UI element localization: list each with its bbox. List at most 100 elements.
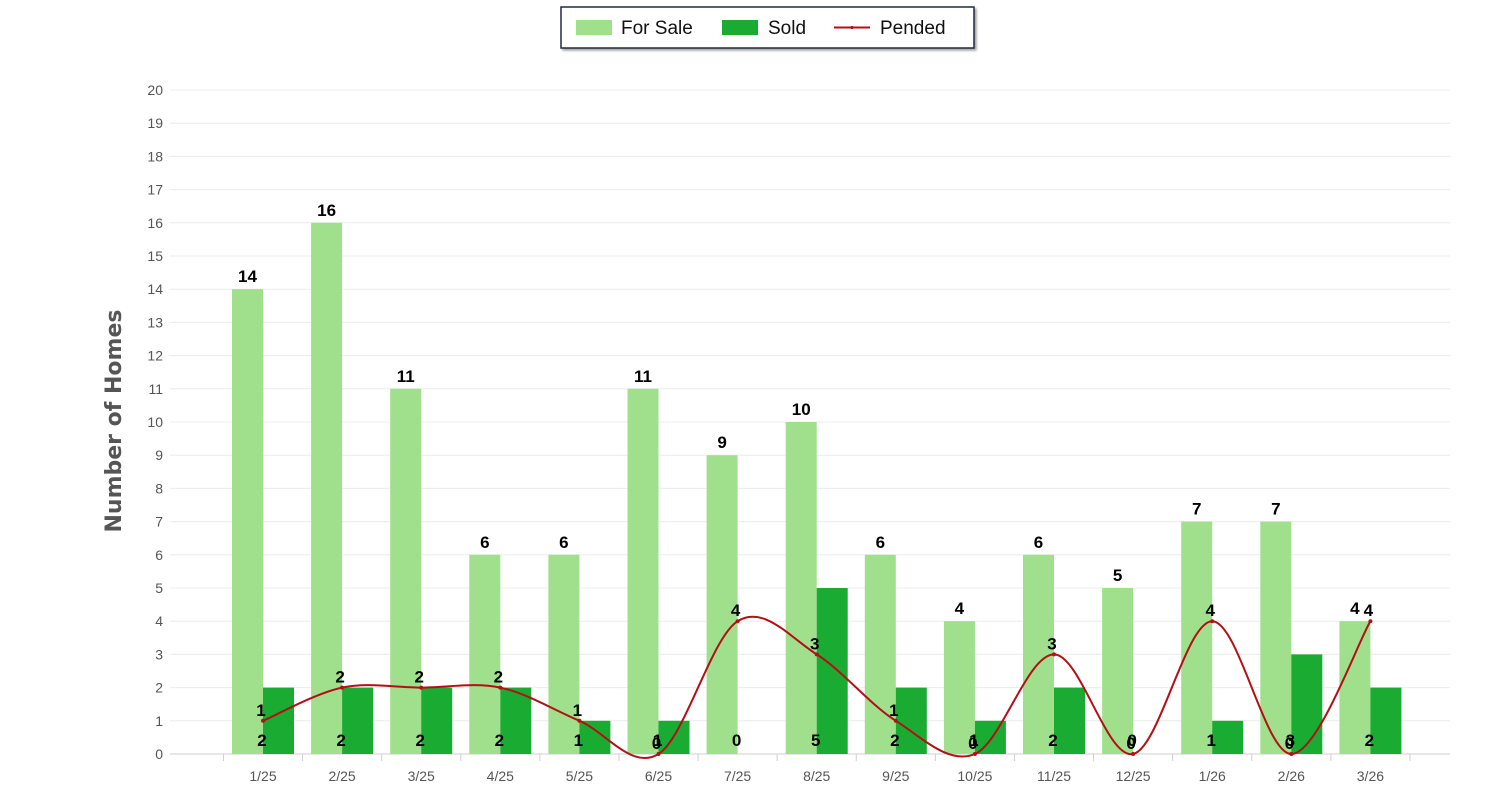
- x-tick-label-2-26: 2/26: [1278, 768, 1305, 784]
- label-pended-5-25: 1: [573, 701, 582, 720]
- legend: For Sale Sold Pended: [560, 6, 975, 49]
- bar-for-sale-11-25: [1023, 554, 1054, 754]
- label-for-sale-3-26: 4: [1350, 599, 1360, 618]
- bar-sold-11-25: [1054, 687, 1085, 754]
- point-pended-5-25: [577, 718, 582, 723]
- x-tick-label-11-25: 11/25: [1037, 768, 1071, 784]
- bar-for-sale-3-25: [390, 388, 422, 754]
- bar-sold-8-25: [816, 588, 848, 754]
- label-for-sale-5-25: 6: [559, 533, 568, 552]
- point-pended-6-25: [656, 752, 661, 756]
- pended-series: [261, 615, 1373, 760]
- label-pended-10-25: 0: [968, 734, 977, 753]
- bar-for-sale-6-25: [627, 388, 659, 754]
- point-pended-8-25: [814, 652, 819, 657]
- legend-swatch-for-sale: [576, 20, 612, 35]
- y-tick-label-3: 3: [155, 646, 163, 662]
- y-tick-label-2: 2: [155, 680, 163, 696]
- label-sold-1-25: 2: [257, 731, 266, 750]
- y-tick-label-20: 20: [147, 82, 163, 98]
- label-for-sale-3-25: 11: [397, 367, 415, 386]
- label-for-sale-9-25: 6: [876, 533, 885, 552]
- bar-for-sale-10-25: [943, 621, 975, 754]
- label-pended-3-25: 2: [414, 668, 423, 687]
- label-pended-9-25: 1: [889, 701, 898, 720]
- y-tick-label-4: 4: [155, 613, 163, 629]
- y-tick-label-17: 17: [147, 182, 163, 198]
- label-for-sale-2-26: 7: [1271, 500, 1280, 519]
- x-tick-label-1-26: 1/26: [1199, 768, 1226, 784]
- bar-sold-2-26: [1291, 654, 1323, 754]
- y-tick-label-7: 7: [155, 514, 163, 530]
- label-sold-2-26: 3: [1286, 731, 1295, 750]
- bar-for-sale-1-25: [232, 289, 263, 754]
- x-tick-label-4-25: 4/25: [487, 768, 514, 784]
- x-tick-label-6-25: 6/25: [645, 768, 672, 784]
- label-sold-3-26: 2: [1365, 731, 1374, 750]
- label-for-sale-10-25: 4: [955, 599, 965, 618]
- label-pended-7-25: 4: [731, 601, 741, 620]
- label-sold-12-25: 0: [1127, 731, 1136, 750]
- y-tick-label-15: 15: [147, 248, 163, 264]
- point-pended-1-26: [1210, 619, 1215, 624]
- point-pended-7-25: [735, 619, 740, 624]
- label-for-sale-4-25: 6: [480, 533, 489, 552]
- label-for-sale-2-25: 16: [317, 201, 336, 220]
- y-tick-label-1: 1: [155, 713, 163, 729]
- point-pended-12-25: [1131, 752, 1136, 756]
- data-labels: 1421162211226226111110904105362141062350…: [238, 201, 1374, 753]
- point-pended-9-25: [893, 718, 898, 723]
- bar-sold-3-25: [421, 687, 453, 754]
- y-tick-label-18: 18: [147, 148, 163, 164]
- y-tick-label-5: 5: [155, 580, 163, 596]
- label-pended-1-26: 4: [1205, 601, 1215, 620]
- x-tick-label-3-25: 3/25: [408, 768, 435, 784]
- y-tick-label-0: 0: [155, 746, 163, 762]
- legend-marker-pended: [850, 25, 854, 30]
- x-tick-label-3-26: 3/26: [1357, 768, 1384, 784]
- legend-box: [560, 6, 975, 49]
- point-pended-3-26: [1368, 619, 1373, 624]
- label-pended-12-25: 0: [1126, 734, 1135, 753]
- label-pended-3-26: 4: [1364, 601, 1374, 620]
- point-pended-10-25: [972, 752, 977, 756]
- label-for-sale-6-25: 11: [634, 367, 652, 386]
- label-for-sale-1-25: 14: [238, 267, 257, 286]
- y-tick-label-19: 19: [147, 115, 163, 131]
- y-tick-label-16: 16: [147, 215, 163, 231]
- label-for-sale-7-25: 9: [717, 433, 726, 452]
- label-sold-2-25: 2: [336, 731, 345, 750]
- label-sold-3-25: 2: [415, 731, 424, 750]
- label-pended-1-25: 1: [256, 701, 265, 720]
- bar-sold-9-25: [895, 687, 927, 754]
- point-pended-1-25: [261, 718, 265, 723]
- y-tick-label-14: 14: [147, 281, 163, 297]
- label-sold-11-25: 2: [1048, 731, 1057, 750]
- y-axis-title: Number of Homes: [102, 310, 127, 533]
- y-tick-label-9: 9: [155, 447, 163, 463]
- bar-for-sale-4-25: [469, 554, 501, 754]
- label-pended-4-25: 2: [494, 668, 503, 687]
- y-tick-label-10: 10: [147, 414, 163, 430]
- label-sold-10-25: 1: [969, 731, 978, 750]
- label-sold-7-25: 0: [732, 731, 741, 750]
- bar-for-sale-5-25: [548, 554, 580, 754]
- label-pended-11-25: 3: [1047, 634, 1056, 653]
- bar-sold-2-25: [342, 687, 374, 754]
- x-tick-label-2-25: 2/25: [328, 768, 355, 784]
- x-tick-label-5-25: 5/25: [566, 768, 593, 784]
- bar-for-sale-8-25: [785, 422, 817, 754]
- x-tick-label-8-25: 8/25: [803, 768, 830, 784]
- label-for-sale-8-25: 10: [792, 400, 811, 419]
- bar-for-sale-2-26: [1260, 521, 1292, 754]
- legend-swatch-sold: [722, 20, 758, 35]
- point-pended-3-25: [419, 685, 424, 690]
- y-tick-label-12: 12: [147, 348, 163, 364]
- label-for-sale-12-25: 5: [1113, 566, 1122, 585]
- bar-for-sale-3-26: [1339, 621, 1371, 754]
- bar-sold-1-26: [1212, 720, 1244, 754]
- bar-for-sale-12-25: [1102, 588, 1134, 754]
- point-pended-4-25: [498, 685, 503, 690]
